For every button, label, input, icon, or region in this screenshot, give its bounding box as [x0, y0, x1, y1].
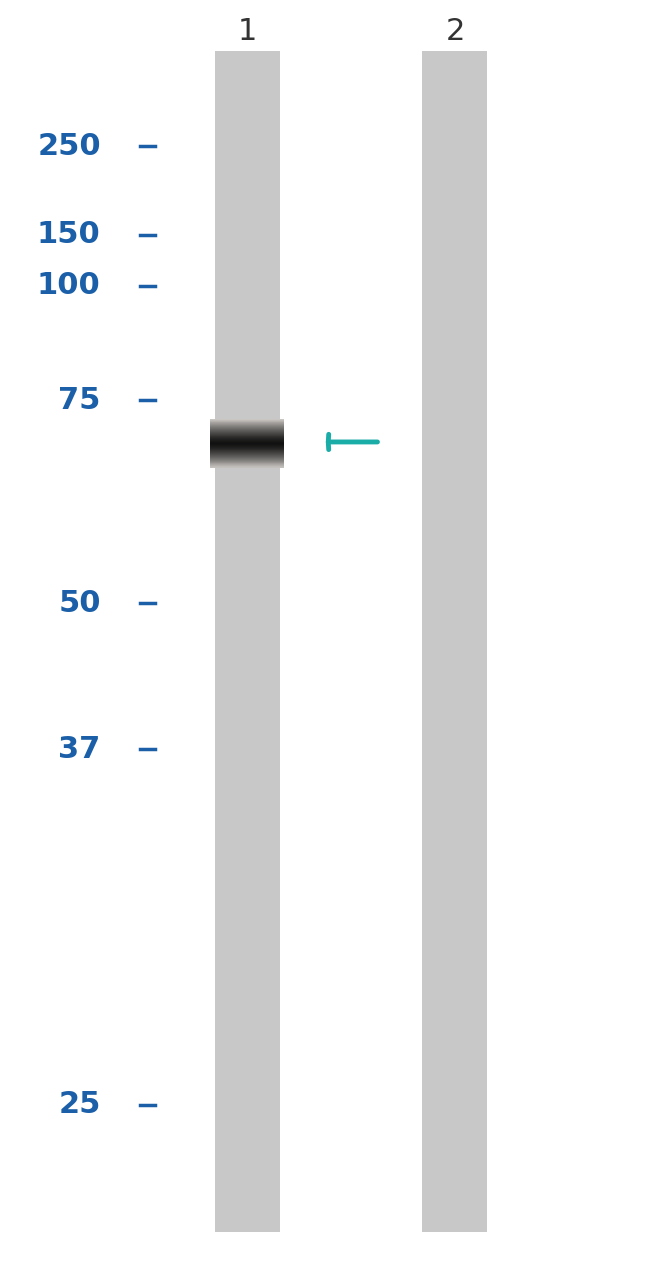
Bar	[422, 51, 488, 1232]
Text: 25: 25	[58, 1091, 101, 1119]
Bar	[214, 51, 280, 1232]
Text: 250: 250	[37, 132, 101, 160]
Text: 37: 37	[58, 735, 101, 763]
Text: 150: 150	[37, 221, 101, 249]
Text: 100: 100	[37, 272, 101, 300]
Text: 1: 1	[237, 18, 257, 46]
Text: 2: 2	[445, 18, 465, 46]
Text: 50: 50	[58, 589, 101, 617]
Text: 75: 75	[58, 386, 101, 414]
